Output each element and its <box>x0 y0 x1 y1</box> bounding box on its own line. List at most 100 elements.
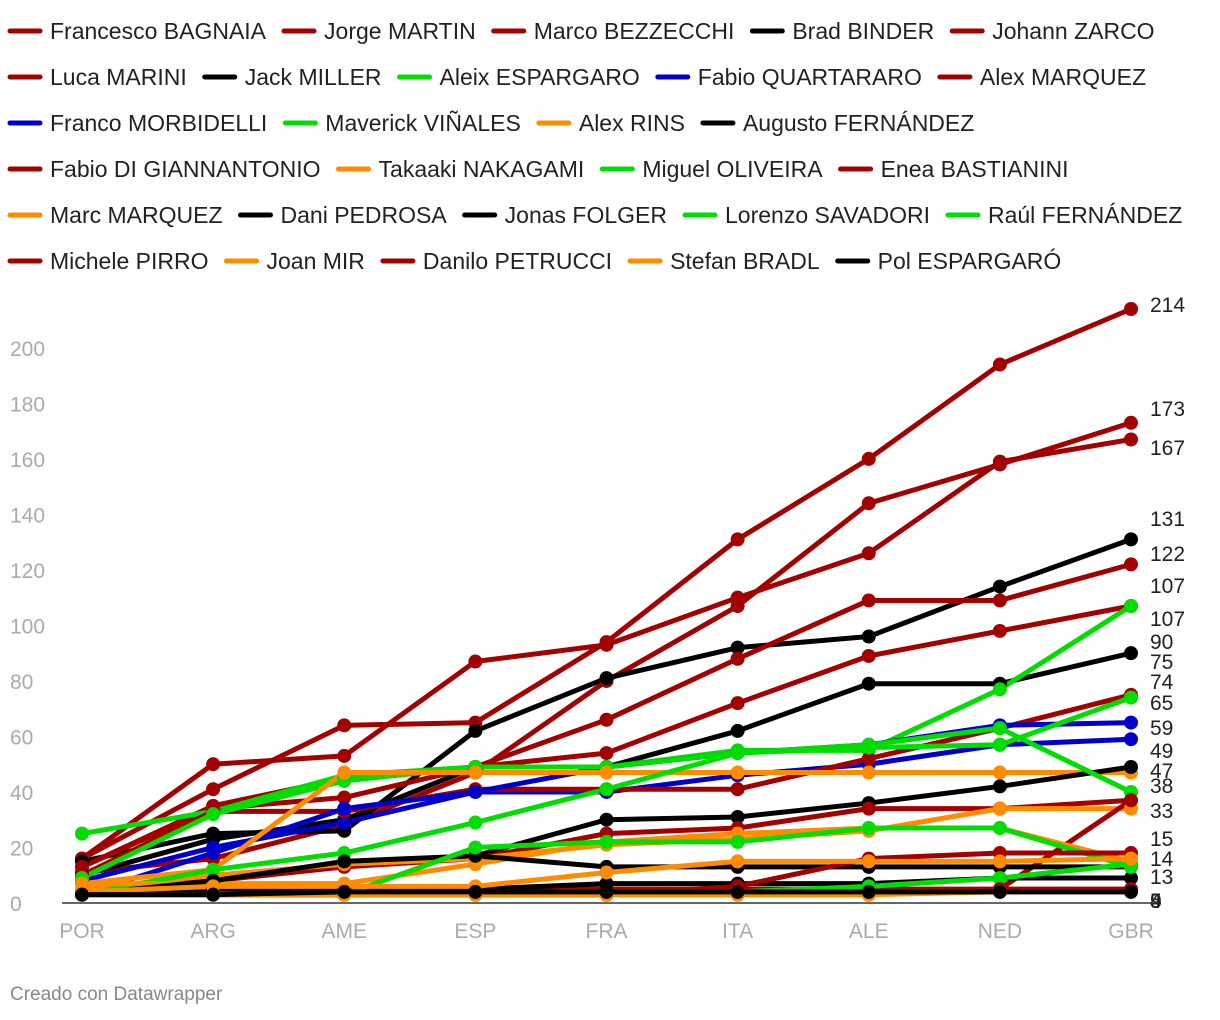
data-point <box>1124 557 1138 572</box>
legend-item: Aleix ESPARGARO <box>397 64 640 90</box>
data-point <box>730 532 745 547</box>
data-point <box>599 637 614 652</box>
data-point <box>992 579 1007 594</box>
data-point <box>730 854 745 869</box>
data-point <box>468 784 483 799</box>
y-tick-label: 120 <box>10 560 45 583</box>
end-label: 47 <box>1150 760 1173 783</box>
end-label: 131 <box>1150 508 1185 531</box>
data-point <box>337 748 352 763</box>
data-point <box>468 765 483 780</box>
legend-item: Takaaki NAKAGAMI <box>336 156 585 182</box>
data-point <box>1124 759 1138 774</box>
legend-item: Enea BASTIANINI <box>838 156 1069 182</box>
data-point <box>337 718 352 733</box>
end-label: 65 <box>1150 692 1173 715</box>
data-point <box>992 593 1007 608</box>
end-label: 14 <box>1150 848 1174 871</box>
data-point <box>1124 884 1138 899</box>
legend-item: Franco MORBIDELLI <box>7 110 267 136</box>
data-point <box>861 751 876 766</box>
data-point <box>730 884 745 899</box>
legend-item: Fabio DI GIANNANTONIO <box>7 156 321 182</box>
data-point <box>206 862 221 877</box>
x-tick-label: ALE <box>849 920 889 943</box>
y-tick-label: 180 <box>10 393 45 416</box>
legend-label: Marc MARQUEZ <box>50 202 223 228</box>
end-label: 173 <box>1150 398 1185 421</box>
data-point <box>1124 302 1138 316</box>
data-point <box>730 723 745 738</box>
data-point <box>337 801 352 816</box>
data-point <box>75 826 89 841</box>
end-label: 122 <box>1150 543 1185 566</box>
legend-label: Pol ESPARGARÓ <box>878 248 1062 274</box>
y-tick-label: 160 <box>10 449 45 472</box>
data-point <box>992 357 1007 372</box>
y-tick-label: 80 <box>10 671 33 694</box>
legend-label: Dani PEDROSA <box>281 202 448 228</box>
y-axis: 0 20 40 60 80 100 120 140 160 180 200 <box>10 338 45 916</box>
y-tick-label: 20 <box>10 837 33 860</box>
legend-label: Luca MARINI <box>50 64 187 90</box>
data-point <box>337 790 352 805</box>
end-label: 49 <box>1150 740 1173 763</box>
end-label: 214 <box>1150 294 1185 317</box>
data-point <box>861 765 876 780</box>
data-point <box>1124 793 1138 808</box>
legend-label: Marco BEZZECCHI <box>534 18 735 44</box>
legend-label: Stefan BRADL <box>670 248 820 274</box>
x-axis: POR ARG AME ESP FRA ITA ALE NED GBR <box>59 902 1154 943</box>
data-point <box>861 821 876 836</box>
data-point <box>599 671 614 686</box>
legend-item: Michele PIRRO <box>7 248 208 274</box>
data-point <box>599 812 614 827</box>
x-tick-label: NED <box>978 920 1022 943</box>
data-point <box>337 815 352 830</box>
data-point <box>206 887 221 902</box>
data-point <box>730 640 745 655</box>
legend-label: Takaaki NAKAGAMI <box>379 156 585 182</box>
legend-item: Dani PEDROSA <box>238 202 448 228</box>
x-tick-label: FRA <box>586 920 628 943</box>
legend-label: Enea BASTIANINI <box>881 156 1069 182</box>
legend-item: Jorge MARTIN <box>281 18 476 44</box>
end-label: 38 <box>1150 775 1173 798</box>
data-point <box>992 779 1007 794</box>
legend-label: Alex MARQUEZ <box>980 64 1146 90</box>
legend-label: Raúl FERNÁNDEZ <box>988 202 1182 228</box>
data-point <box>599 746 614 761</box>
legend-item: Francesco BAGNAIA <box>7 18 267 44</box>
legend-item: Luca MARINI <box>7 64 187 90</box>
legend-label: Brad BINDER <box>792 18 934 44</box>
legend-label: Augusto FERNÁNDEZ <box>743 110 974 136</box>
data-point <box>730 696 745 711</box>
data-point <box>861 854 876 869</box>
data-point <box>730 590 745 605</box>
y-tick-label: 60 <box>10 726 33 749</box>
legend-item: Stefan BRADL <box>627 248 820 274</box>
data-point <box>1124 646 1138 661</box>
end-label: 167 <box>1150 437 1185 460</box>
footer-credit: Creado con Datawrapper <box>10 984 223 1005</box>
data-point <box>861 496 876 511</box>
data-point <box>992 721 1007 736</box>
end-label: 5 <box>1150 890 1162 913</box>
data-point <box>992 765 1007 780</box>
legend-label: Alex RINS <box>579 110 685 136</box>
legend-item: Jonas FOLGER <box>462 202 667 228</box>
legend-item: Johann ZARCO <box>949 18 1155 44</box>
legend-label: Joan MIR <box>266 248 364 274</box>
line-chart: Francesco BAGNAIA Jorge MARTIN Marco BEZZE… <box>7 18 1185 943</box>
data-point <box>992 682 1007 697</box>
end-label: 9 <box>1150 890 1162 913</box>
data-point <box>337 765 352 780</box>
end-label: 107 <box>1150 608 1185 631</box>
data-point <box>1124 732 1138 747</box>
legend: Francesco BAGNAIA Jorge MARTIN Marco BEZZE… <box>7 18 1182 274</box>
legend-label: Aleix ESPARGARO <box>440 64 640 90</box>
data-point <box>861 676 876 691</box>
data-point <box>468 884 483 899</box>
data-point <box>1124 432 1138 447</box>
data-point <box>861 593 876 608</box>
